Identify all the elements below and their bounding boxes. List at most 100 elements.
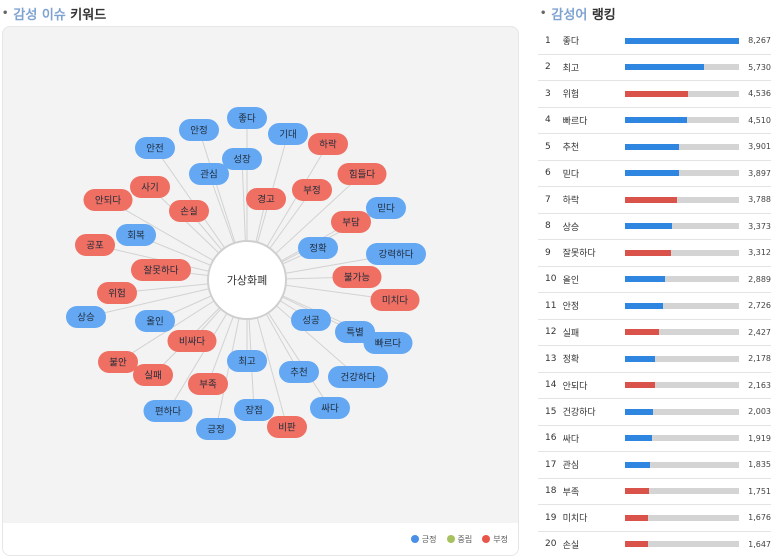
keyword-node-label: 힘들다 bbox=[349, 170, 375, 181]
rank-bar-track bbox=[625, 170, 740, 177]
rank-bar-track bbox=[625, 196, 740, 203]
keyword-node-shape bbox=[131, 259, 191, 281]
rank-word: 미치다 bbox=[562, 514, 588, 525]
rank-count: 2,178 bbox=[748, 354, 772, 364]
keyword-node[interactable]: 미치다 bbox=[370, 289, 420, 311]
rank-word: 빠르다 bbox=[562, 116, 588, 127]
ranking-row[interactable]: 14 안되다 2,163 bbox=[538, 373, 771, 399]
keyword-node-shape bbox=[279, 361, 319, 383]
center-node[interactable] bbox=[207, 240, 287, 320]
keyword-node[interactable]: 편하다 bbox=[143, 400, 193, 422]
legend-item[interactable]: 긍정 bbox=[410, 534, 437, 545]
keyword-node[interactable]: 안되다 bbox=[83, 189, 133, 211]
rank-count: 1,751 bbox=[748, 486, 772, 496]
keyword-node-label: 회복 bbox=[127, 231, 145, 242]
keyword-node[interactable]: 하락 bbox=[308, 133, 348, 155]
rank-number: 13 bbox=[545, 353, 557, 364]
ranking-row[interactable]: 6 믿다 3,897 bbox=[538, 161, 771, 187]
keyword-node-label: 특별 bbox=[346, 328, 363, 339]
keyword-node[interactable]: 성장 bbox=[222, 148, 262, 170]
keyword-node-label: 안전 bbox=[146, 144, 163, 155]
ranking-row[interactable]: 8 상승 3,373 bbox=[538, 214, 771, 240]
keyword-node[interactable]: 부족 bbox=[188, 373, 228, 395]
keyword-node[interactable]: 관심 bbox=[189, 163, 229, 185]
rank-number: 7 bbox=[545, 194, 551, 205]
keyword-node[interactable]: 잘못하다 bbox=[131, 259, 191, 281]
rank-word: 추천 bbox=[562, 143, 580, 154]
keyword-title-accent: 감성 이슈 bbox=[13, 8, 66, 23]
ranking-row[interactable]: 17 관심 1,835 bbox=[538, 452, 771, 479]
keyword-node[interactable]: 불안 bbox=[98, 351, 138, 373]
ranking-row[interactable]: 9 잘못하다 3,312 bbox=[538, 240, 771, 267]
keyword-node-label: 기대 bbox=[279, 130, 296, 141]
ranking-row[interactable]: 3 위험 4,536 bbox=[538, 81, 771, 108]
ranking-row[interactable]: 11 안정 2,726 bbox=[538, 293, 771, 320]
keyword-node-label: 부정 bbox=[303, 186, 320, 197]
ranking-row[interactable]: 20 손실 1,647 bbox=[538, 532, 771, 556]
keyword-node[interactable]: 회복 bbox=[116, 224, 156, 246]
keyword-node-shape bbox=[267, 416, 307, 438]
rank-bar-track bbox=[625, 435, 740, 442]
rank-bar-track bbox=[625, 514, 740, 521]
ranking-row[interactable]: 10 올인 2,889 bbox=[538, 267, 771, 293]
keyword-node[interactable]: 위험 bbox=[97, 282, 137, 304]
keyword-node[interactable]: 빠르다 bbox=[363, 332, 413, 354]
ranking-row[interactable]: 4 빠르다 4,510 bbox=[538, 108, 771, 134]
keyword-node[interactable]: 손실 bbox=[169, 200, 209, 222]
rank-bar-track bbox=[625, 461, 740, 468]
keyword-node[interactable]: 싸다 bbox=[310, 397, 350, 419]
keyword-node[interactable]: 비싸다 bbox=[167, 330, 217, 352]
rank-number: 12 bbox=[545, 327, 557, 338]
keyword-node[interactable]: 건강하다 bbox=[328, 366, 388, 388]
keyword-node[interactable]: 성공 bbox=[291, 309, 331, 331]
rank-number: 14 bbox=[545, 380, 557, 391]
rank-bar-fill bbox=[625, 461, 651, 468]
keyword-node-label: 안되다 bbox=[95, 196, 121, 207]
keyword-node[interactable]: 상승 bbox=[66, 306, 106, 328]
rank-count: 1,676 bbox=[748, 513, 772, 523]
keyword-node-label: 정확 bbox=[309, 243, 327, 255]
keyword-node-label: 불안 bbox=[109, 358, 127, 369]
keyword-node[interactable]: 추천 bbox=[279, 361, 319, 383]
ranking-row[interactable]: 15 건강하다 2,003 bbox=[538, 399, 771, 426]
ranking-row[interactable]: 12 실패 2,427 bbox=[538, 320, 771, 346]
keyword-node[interactable]: 정확 bbox=[298, 237, 338, 259]
rank-bar-track bbox=[625, 382, 740, 389]
keyword-node[interactable]: 좋다 bbox=[227, 107, 267, 129]
keyword-node[interactable]: 부담 bbox=[331, 211, 371, 233]
rank-bar-track bbox=[625, 143, 740, 150]
keyword-node[interactable]: 실패 bbox=[133, 364, 173, 386]
keyword-node[interactable]: 비판 bbox=[267, 416, 307, 438]
ranking-row[interactable]: 19 미치다 1,676 bbox=[538, 505, 771, 532]
keyword-node[interactable]: 기대 bbox=[268, 123, 308, 145]
legend-dot-icon bbox=[446, 535, 455, 543]
keyword-node[interactable]: 공포 bbox=[75, 234, 115, 256]
ranking-title-accent: 감성어 bbox=[551, 8, 588, 23]
keyword-node[interactable]: 부정 bbox=[292, 179, 332, 201]
keyword-node[interactable]: 안정 bbox=[179, 119, 219, 141]
ranking-row[interactable]: 7 하락 3,788 bbox=[538, 187, 771, 214]
ranking-row[interactable]: 18 부족 1,751 bbox=[538, 479, 772, 505]
keyword-node-label: 올인 bbox=[146, 317, 163, 328]
ranking-row[interactable]: 5 추천 3,901 bbox=[538, 134, 771, 161]
keyword-node[interactable]: 힘들다 bbox=[337, 163, 387, 185]
legend-item[interactable]: 부정 bbox=[482, 534, 508, 545]
keyword-node-label: 부족 bbox=[199, 380, 217, 391]
ranking-row[interactable]: 1 좋다 8,267 bbox=[538, 28, 771, 55]
keyword-node-label: 하락 bbox=[319, 139, 337, 151]
keyword-node-label: 안정 bbox=[190, 126, 207, 137]
keyword-node[interactable]: 긍정 bbox=[196, 418, 236, 440]
keyword-node[interactable]: 사기 bbox=[130, 176, 170, 198]
ranking-row[interactable]: 2 최고 5,730 bbox=[538, 55, 771, 81]
keyword-node[interactable]: 최고 bbox=[227, 350, 267, 372]
keyword-node[interactable]: 불가능 bbox=[332, 266, 382, 288]
ranking-row[interactable]: 16 싸다 1,919 bbox=[538, 426, 771, 452]
legend-item[interactable]: 중립 bbox=[446, 534, 472, 545]
keyword-node[interactable]: 경고 bbox=[246, 188, 286, 210]
keyword-node[interactable]: 강력하다 bbox=[366, 243, 426, 265]
keyword-node[interactable]: 믿다 bbox=[366, 197, 406, 219]
keyword-node[interactable]: 장점 bbox=[234, 399, 274, 421]
ranking-row[interactable]: 13 정확 2,178 bbox=[538, 346, 771, 373]
keyword-node[interactable]: 올인 bbox=[135, 310, 175, 332]
keyword-node[interactable]: 안전 bbox=[135, 137, 175, 159]
